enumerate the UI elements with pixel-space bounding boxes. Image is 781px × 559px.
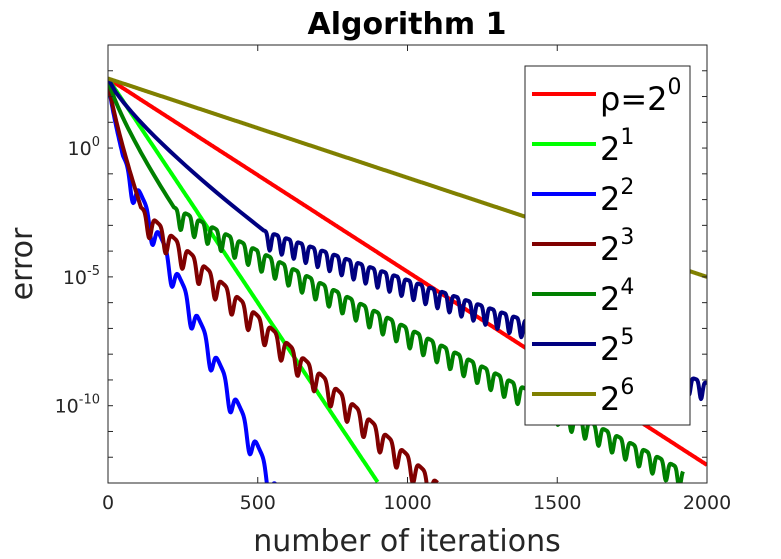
y-axis-label: error	[5, 227, 40, 300]
x-tick-label: 1500	[533, 492, 581, 514]
legend: ρ=20 21 22 23 24 25 26	[524, 65, 691, 426]
legend-entry: 22	[600, 175, 634, 218]
chart-title: Algorithm 1	[308, 7, 507, 42]
legend-entry: 23	[600, 225, 634, 268]
legend-entry: 24	[600, 275, 634, 318]
x-tick-label: 2000	[683, 492, 731, 514]
x-tick-label: 0	[102, 492, 114, 514]
legend-entry: 25	[600, 325, 634, 368]
y-tick-label: 10-10	[55, 393, 100, 418]
series-line	[108, 77, 685, 483]
y-tick-label: 100	[68, 135, 100, 160]
x-tick-label: 500	[240, 492, 276, 514]
legend-entry: 21	[600, 125, 634, 168]
y-tick-label: 10-5	[63, 264, 100, 289]
legend-entry: 26	[600, 375, 634, 418]
x-tick-label: 1000	[383, 492, 431, 514]
series-line	[108, 77, 380, 483]
legend-entry: ρ=20	[600, 75, 681, 118]
series-line	[108, 78, 278, 483]
tick-layer: 0 500 1000 1500 2000 100 10-5 10-10	[55, 44, 731, 514]
series-line	[108, 78, 439, 483]
x-axis-label: number of iterations	[253, 524, 560, 559]
